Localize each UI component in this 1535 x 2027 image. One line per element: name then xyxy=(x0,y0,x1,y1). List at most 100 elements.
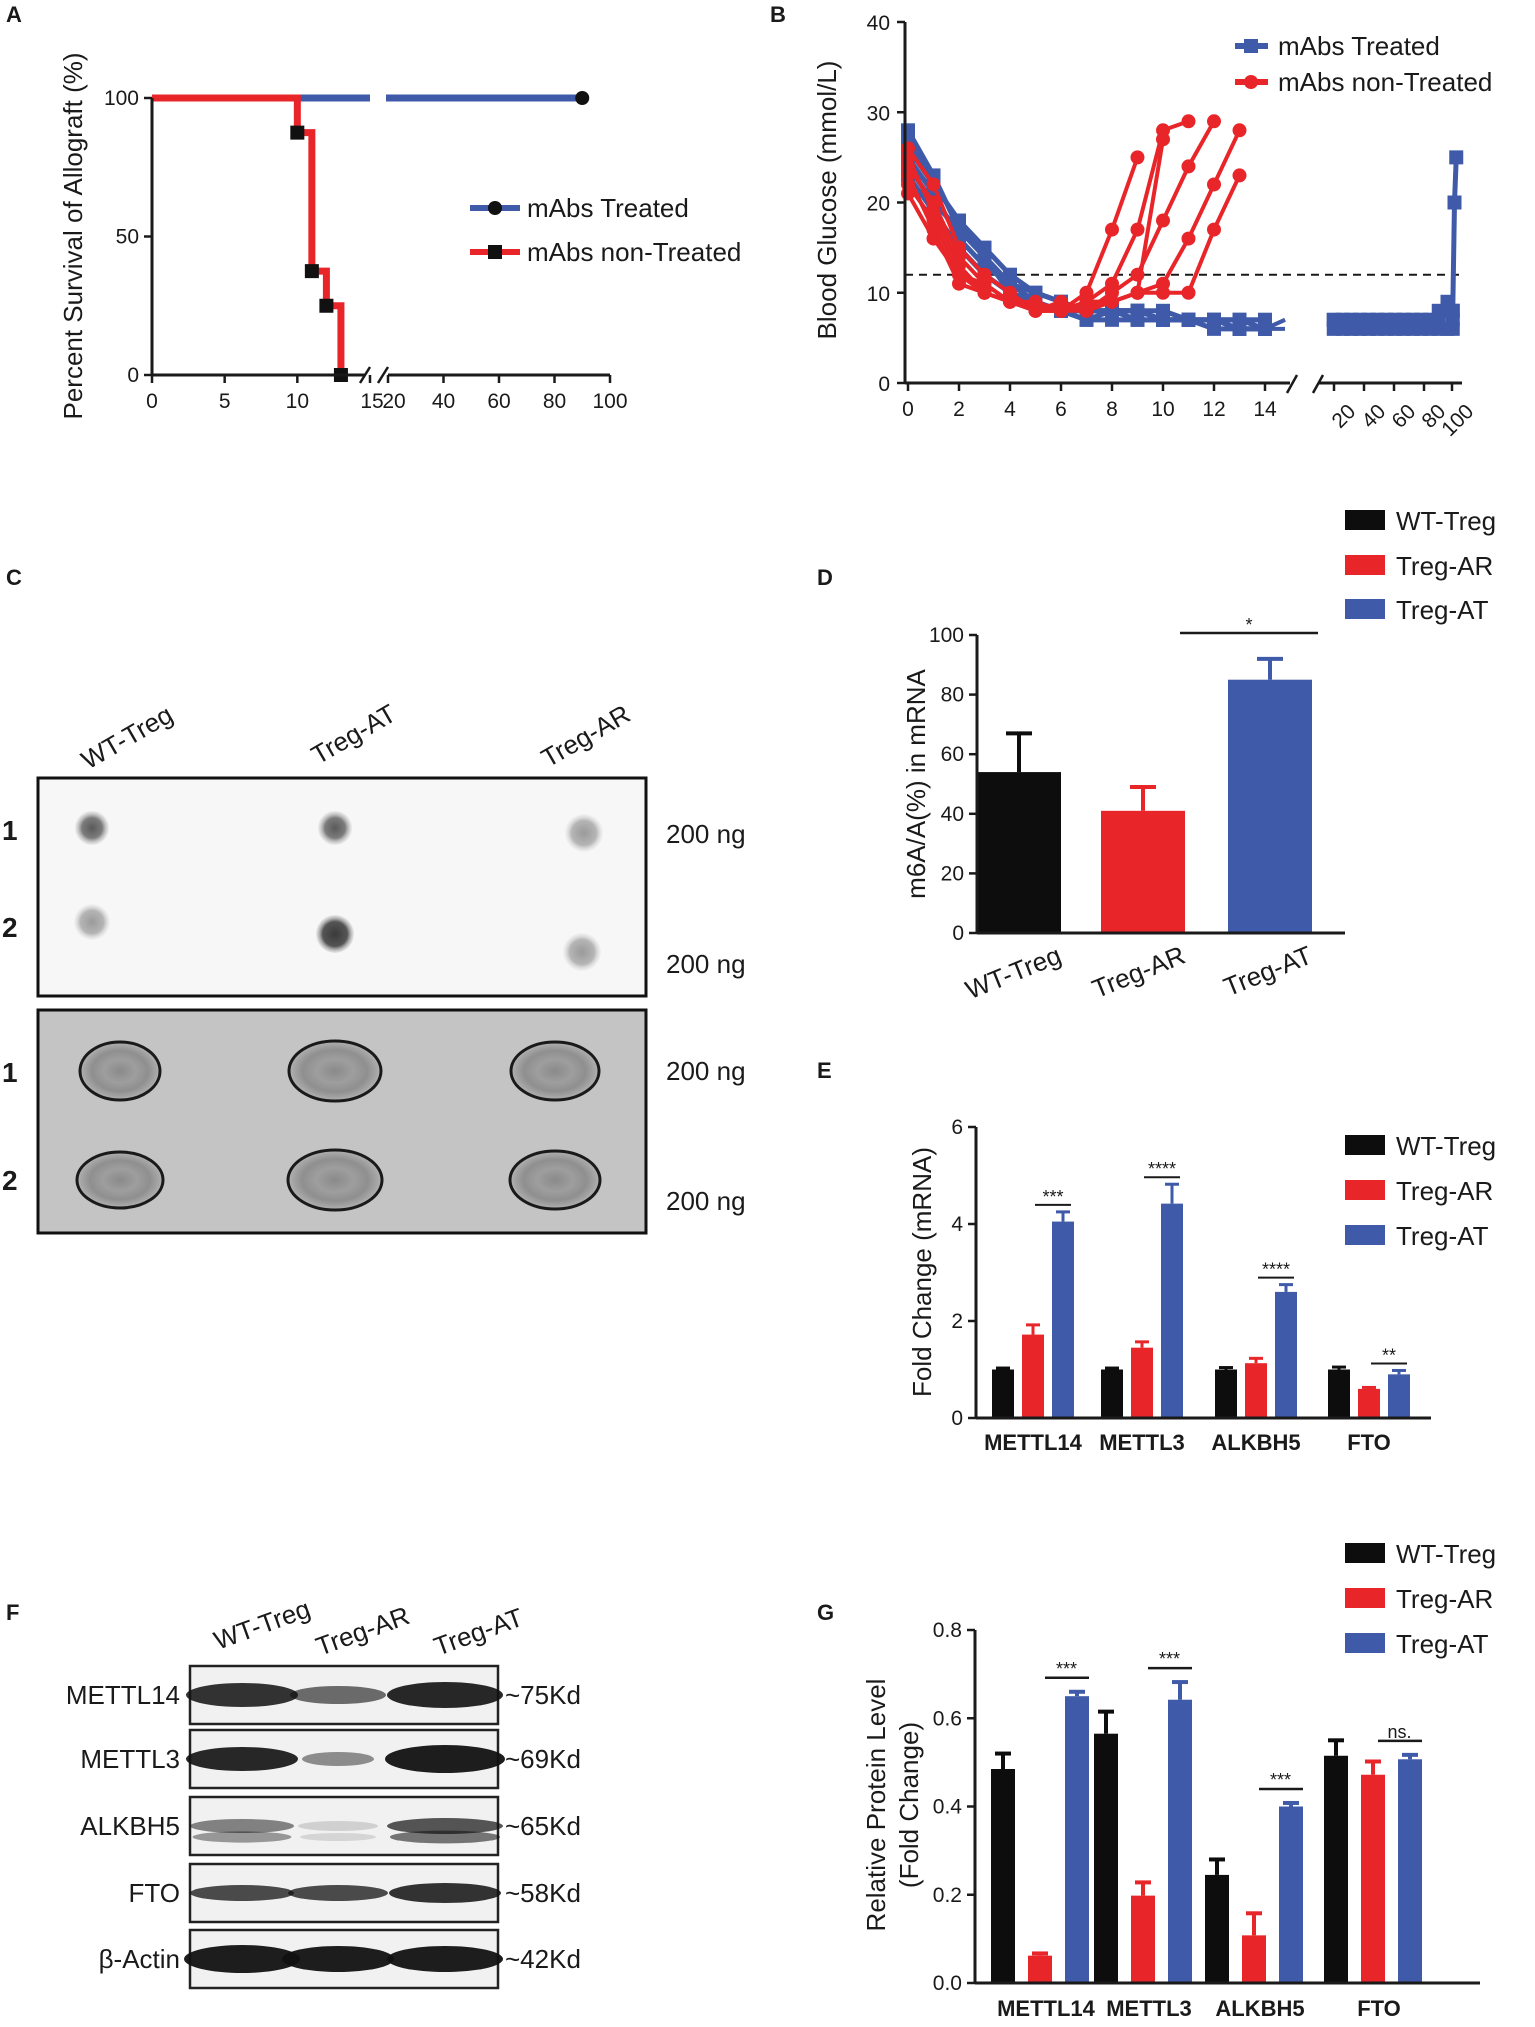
panel-label-b: B xyxy=(770,2,786,27)
g-category-label: METTL14 xyxy=(997,1996,1096,2021)
g-bar xyxy=(1065,1696,1089,1983)
e-y-tick-label: 4 xyxy=(951,1213,963,1236)
e-bar xyxy=(1388,1374,1410,1418)
b-data-point-untreated xyxy=(1105,222,1119,237)
panel-label-g: G xyxy=(817,1600,834,1625)
c-amount-label: 200 ng xyxy=(666,949,746,979)
c-blot-dot xyxy=(563,933,601,971)
f-blot-band xyxy=(302,1752,374,1766)
b-data-point-treated xyxy=(952,213,966,228)
c-loading-ring xyxy=(287,1039,383,1103)
c-loading-ring xyxy=(509,1040,601,1102)
f-blot-band xyxy=(192,1831,292,1843)
d-legend: WT-Treg Treg-AR Treg-AT xyxy=(1345,506,1496,625)
b-data-point-untreated xyxy=(1105,294,1119,309)
b-legend-untreated-label: mAbs non-Treated xyxy=(1278,67,1492,97)
b-data-point-untreated xyxy=(1207,222,1221,237)
panel-label-a: A xyxy=(6,2,22,27)
d-significance-label: * xyxy=(1245,615,1252,635)
f-size-label: ~75Kd xyxy=(505,1680,581,1710)
e-bar xyxy=(1328,1369,1350,1418)
d-bar xyxy=(1228,679,1312,933)
b-series-rejection-line xyxy=(1450,157,1459,311)
f-size-label: ~69Kd xyxy=(505,1744,581,1774)
e-legend-label: Treg-AT xyxy=(1396,1221,1489,1251)
b-data-point-untreated xyxy=(901,150,915,165)
c-dot-blot-membrane xyxy=(36,776,648,998)
a-legend-treated-label: mAbs Treated xyxy=(527,193,689,223)
d-legend-swatch-wt xyxy=(1345,510,1385,530)
b-data-point-rejection xyxy=(1449,150,1464,165)
b-data-point-untreated xyxy=(1130,285,1145,300)
e-category-label: FTO xyxy=(1347,1430,1391,1455)
b-data-point-untreated xyxy=(1181,285,1196,300)
d-legend-label: Treg-AT xyxy=(1396,595,1489,625)
d-y-tick-label: 40 xyxy=(941,803,964,826)
b-y-tick-label: 10 xyxy=(867,283,890,306)
a-x-tick-label: 20 xyxy=(382,390,405,413)
b-data-point-treated xyxy=(977,249,992,264)
b-x-tick-label: 6 xyxy=(1055,398,1067,421)
e-bar xyxy=(1245,1363,1267,1418)
panel-f-western-blot: WT-Treg Treg-AR Treg-AT METTL14 ~75Kd METT… xyxy=(66,1593,581,1990)
b-data-point-untreated xyxy=(1181,159,1196,174)
e-category-label: METTL3 xyxy=(1099,1430,1185,1455)
e-y-tick-label: 0 xyxy=(951,1407,963,1430)
b-x-tick-label: 60 xyxy=(1387,400,1420,433)
b-y-axis-title: Blood Glucose (mmol/L) xyxy=(812,61,842,340)
b-axis-break-mark xyxy=(1311,374,1325,394)
a-legend: mAbs Treated mAbs non-Treated xyxy=(470,193,741,267)
c-column-label: Treg-AR xyxy=(536,699,635,774)
d-bar xyxy=(977,772,1061,933)
f-blot-band xyxy=(387,1682,503,1708)
f-blot-band xyxy=(186,1747,298,1771)
g-y-tick-label: 0.6 xyxy=(933,1707,962,1730)
e-bar xyxy=(1358,1388,1380,1418)
c-blot-dot xyxy=(74,904,110,940)
g-legend-swatch-ar xyxy=(1345,1588,1385,1608)
d-category-label: WT-Treg xyxy=(961,940,1065,1005)
b-data-point-treated xyxy=(1232,312,1247,327)
b-y-tick-label: 30 xyxy=(867,102,890,125)
b-data-point-untreated xyxy=(1079,285,1094,300)
g-bar xyxy=(1028,1955,1052,1983)
b-series-treated-line xyxy=(1264,318,1286,331)
g-bar xyxy=(1279,1806,1303,1983)
g-bar xyxy=(991,1768,1015,1983)
panel-label-c: C xyxy=(6,565,22,590)
g-y-tick-label: 0.4 xyxy=(933,1796,963,1819)
f-blot-band xyxy=(190,1819,294,1833)
b-series-untreated-line xyxy=(906,156,1140,313)
a-legend-treated-marker xyxy=(488,201,502,215)
b-data-point-untreated xyxy=(926,231,941,246)
b-data-point-untreated xyxy=(1207,114,1221,129)
a-x-tick-label: 5 xyxy=(219,390,231,413)
g-legend-label: Treg-AT xyxy=(1396,1629,1489,1659)
a-y-tick-label: 0 xyxy=(127,364,139,387)
g-legend-swatch-wt xyxy=(1345,1543,1385,1563)
f-protein-label: ALKBH5 xyxy=(80,1811,180,1841)
g-y-tick-label: 0.8 xyxy=(933,1619,962,1642)
c-column-label: WT-Treg xyxy=(76,699,178,775)
a-x-tick-label: 15 xyxy=(360,390,383,413)
b-x-tick-label: 14 xyxy=(1253,398,1277,421)
g-legend-swatch-at xyxy=(1345,1633,1385,1653)
e-legend-label: WT-Treg xyxy=(1396,1131,1496,1161)
c-row-label: 1 xyxy=(2,815,18,846)
e-legend-label: Treg-AR xyxy=(1396,1176,1493,1206)
g-legend: WT-Treg Treg-AR Treg-AT xyxy=(1345,1539,1496,1659)
b-x-tick-label: 40 xyxy=(1357,400,1390,433)
c-loading-ring xyxy=(78,1040,162,1102)
e-bar xyxy=(1101,1369,1123,1418)
f-size-label: ~42Kd xyxy=(505,1944,581,1974)
e-significance-label: **** xyxy=(1148,1159,1176,1179)
g-bar xyxy=(1131,1895,1155,1983)
b-x-tick-label: 10 xyxy=(1151,398,1174,421)
b-data-point-untreated xyxy=(901,168,915,183)
panel-label-d: D xyxy=(817,565,833,590)
f-column-label: WT-Treg xyxy=(210,1593,314,1655)
b-data-point-untreated xyxy=(977,285,992,300)
c-loading-ring xyxy=(286,1148,384,1212)
a-x-tick-label: 40 xyxy=(432,390,455,413)
